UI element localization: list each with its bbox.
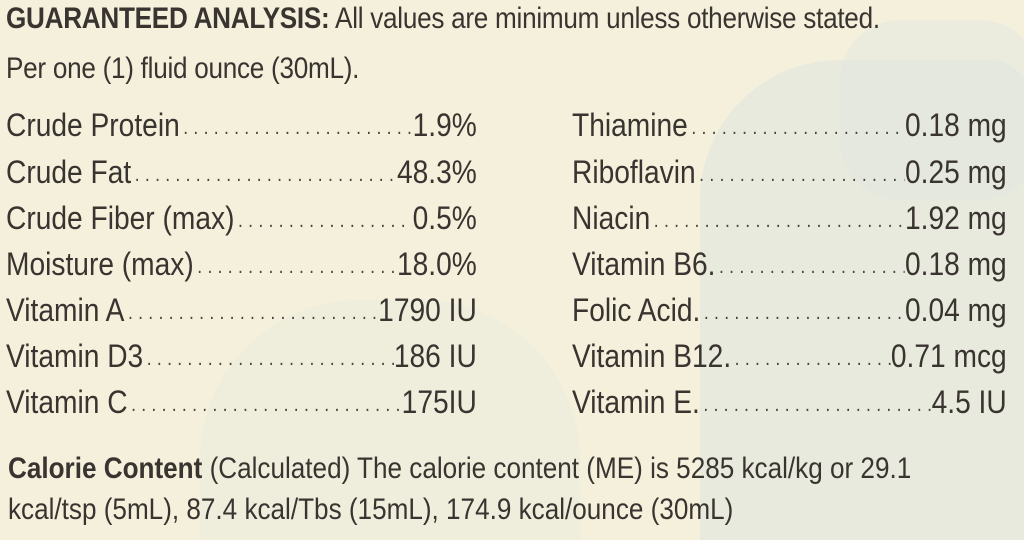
nutrient-row: Thiamine............................0.18… [572,104,1007,144]
nutrient-name: Moisture (max) [6,246,194,282]
leader-dots: ............................ [703,394,931,416]
leader-dots: ............................ [197,256,397,278]
nutrient-name: Vitamin E. [572,384,700,420]
analysis-heading: GUARANTEED ANALYSIS: All values are mini… [6,2,880,36]
nutrient-name: Folic Acid. [572,292,701,328]
serving-size: Per one (1) fluid ounce (30mL). [6,52,360,85]
background-silhouette-head [840,20,1024,200]
leader-dots: ............................ [183,117,412,139]
nutrient-value: 0.71 mcg [890,338,1007,374]
nutrient-name: Vitamin C [6,384,128,420]
leader-dots: ............................ [653,210,905,232]
nutrient-name: Crude Fat [6,154,132,190]
nutrient-value: 0.18 mg [904,246,1007,282]
background-silhouette [700,60,1024,540]
nutrient-row: Crude Protein...........................… [6,104,477,144]
nutrient-row: Folic Acid.............................0… [572,289,1007,329]
leader-dots: ............................ [719,256,905,278]
calorie-content-line2: kcal/tsp (5mL), 87.4 kcal/Tbs (15mL), 17… [8,493,734,526]
nutrient-name: Thiamine [572,107,688,143]
nutrient-value: 186 IU [393,338,477,374]
nutrient-name: Crude Protein [6,107,180,143]
leader-dots: ............................ [237,210,413,232]
nutrient-value: 0.18 mg [904,107,1007,143]
leader-dots: ............................ [691,117,905,139]
nutrient-row: Crude Fat............................ 48.… [6,151,477,191]
leader-dots: ............................ [703,302,905,324]
nutrient-value: 1790 IU [378,292,477,328]
nutrient-value: 18.0% [396,246,477,282]
nutrient-row: Niacin............................1.92 m… [572,197,1007,237]
calorie-content-title: Calorie Content [8,452,203,485]
nutrient-value: 0.04 mg [904,292,1007,328]
nutrient-row: Vitamin B12.............................… [572,335,1007,375]
nutrient-value: 0.5% [412,200,477,236]
nutrient-row: Vitamin B6.............................0… [572,243,1007,283]
nutrient-name: Niacin [572,200,651,236]
nutrient-value: 1.9% [412,107,477,143]
nutrient-row: Vitamin C............................ 175… [6,381,477,421]
leader-dots: ............................ [127,302,378,324]
nutrient-value: 0.25 mg [904,154,1007,190]
leader-dots: ............................ [131,394,402,416]
calorie-content-text: (Calculated) The calorie content (ME) is… [202,452,912,485]
analysis-title: GUARANTEED ANALYSIS: [6,2,330,35]
nutrient-row: Crude Fiber (max).......................… [6,197,477,237]
nutrient-name: Vitamin B12. [572,338,732,374]
leader-dots: ............................ [146,348,394,370]
nutrient-row: Vitamin E.............................4.… [572,381,1007,421]
nutrient-name: Riboflavin [572,154,696,190]
analysis-note: All values are minimum unless otherwise … [329,2,880,35]
nutrient-row: Vitamin D3............................18… [6,335,477,375]
nutrient-name: Vitamin B6. [572,246,716,282]
nutrient-value: 1.92 mg [904,200,1007,236]
nutrient-value: 48.3% [396,154,477,190]
nutrient-value: 4.5 IU [931,384,1007,420]
background-silhouette-body [200,300,580,540]
nutrient-name: Vitamin A [6,292,125,328]
nutrient-name: Vitamin D3 [6,338,144,374]
nutrient-value: 175IU [401,384,477,420]
leader-dots: ............................ [134,164,397,186]
leader-dots: ............................ [699,164,905,186]
nutrient-row: Riboflavin............................0.… [572,151,1007,191]
calorie-content-line1: Calorie Content (Calculated) The calorie… [8,452,911,486]
leader-dots: ............................ [734,348,891,370]
nutrient-name: Crude Fiber (max) [6,200,235,236]
nutrient-row: Moisture (max)..........................… [6,243,477,283]
nutrient-row: Vitamin A............................179… [6,289,477,329]
